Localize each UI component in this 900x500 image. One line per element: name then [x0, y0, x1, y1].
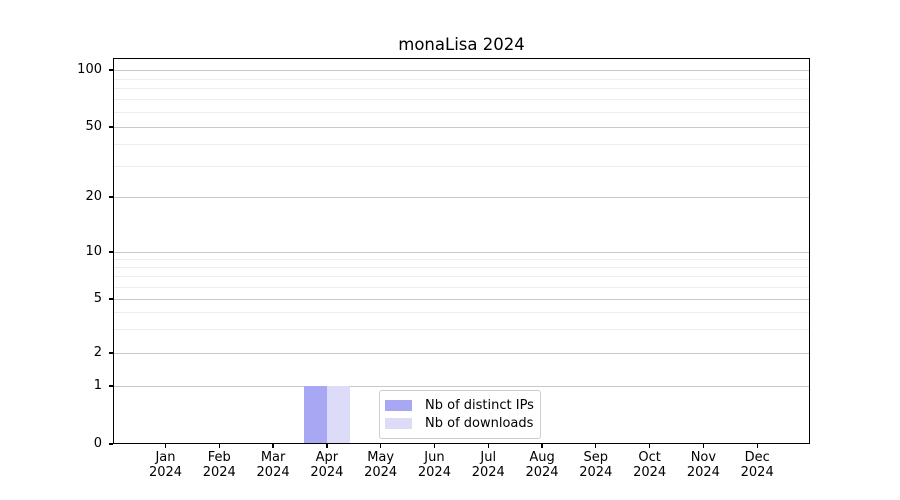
y-tick-mark — [109, 196, 113, 198]
x-tick-month: Mar — [260, 450, 286, 465]
x-tick-month: Aug — [529, 450, 555, 465]
legend-label: Nb of downloads — [425, 416, 534, 432]
x-tick-month: Apr — [315, 450, 339, 465]
x-tick-label: Jul 2024 — [456, 450, 520, 480]
major-gridline — [113, 127, 810, 128]
major-gridline — [113, 197, 810, 198]
x-tick-month: May — [367, 450, 395, 465]
minor-gridline — [113, 329, 810, 330]
y-tick-mark — [109, 298, 113, 300]
x-tick-label: Oct 2024 — [618, 450, 682, 480]
x-tick-month: Jul — [480, 450, 497, 465]
major-gridline — [113, 299, 810, 300]
y-tick-mark — [109, 126, 113, 128]
y-tick-label: 50 — [85, 119, 102, 134]
x-tick-month: Oct — [638, 450, 661, 465]
x-tick-month: Feb — [207, 450, 231, 465]
x-tick-year: 2024 — [202, 465, 236, 480]
minor-gridline — [113, 88, 810, 90]
x-tick-year: 2024 — [740, 465, 774, 480]
minor-gridline — [113, 112, 810, 113]
x-tick-label: Nov 2024 — [671, 450, 735, 480]
major-gridline — [113, 70, 810, 71]
x-tick-year: 2024 — [417, 465, 451, 480]
x-tick-mark — [326, 444, 328, 448]
y-tick-label: 0 — [93, 436, 102, 451]
minor-gridline — [113, 78, 810, 80]
x-tick-label: Dec 2024 — [725, 450, 789, 480]
legend-swatch-distinct-ips-icon — [385, 399, 412, 411]
x-tick-label: Sep 2024 — [564, 450, 628, 480]
x-tick-label: Jan 2024 — [134, 450, 198, 480]
x-tick-year: 2024 — [525, 465, 559, 480]
major-gridline — [113, 252, 810, 253]
x-tick-month: Dec — [744, 450, 770, 465]
x-tick-label: Mar 2024 — [241, 450, 305, 480]
x-tick-mark — [541, 444, 543, 448]
x-tick-label: May 2024 — [349, 450, 413, 480]
x-tick-mark — [380, 444, 382, 448]
minor-gridline — [113, 144, 810, 145]
y-tick-mark — [109, 251, 113, 253]
legend-item-downloads: Nb of downloads — [385, 415, 534, 434]
legend-item-distinct-ips: Nb of distinct IPs — [385, 396, 534, 415]
x-tick-year: 2024 — [579, 465, 613, 480]
minor-gridline — [113, 276, 810, 278]
x-tick-mark — [218, 444, 220, 448]
major-gridline — [113, 386, 810, 387]
x-tick-label: Aug 2024 — [510, 450, 574, 480]
x-tick-year: 2024 — [364, 465, 398, 480]
legend: Nb of distinct IPs Nb of downloads — [379, 390, 541, 439]
minor-gridline — [113, 286, 810, 288]
x-tick-label: Apr 2024 — [295, 450, 359, 480]
minor-gridline — [113, 312, 810, 313]
x-tick-mark — [164, 444, 167, 448]
y-tick-mark — [109, 385, 113, 387]
minor-gridline — [113, 259, 810, 261]
y-tick-label: 20 — [85, 189, 102, 204]
x-tick-mark — [648, 444, 651, 448]
x-tick-mark — [487, 444, 489, 448]
legend-swatch-downloads-icon — [385, 418, 412, 430]
legend-label: Nb of distinct IPs — [425, 397, 534, 413]
x-tick-label: Feb 2024 — [187, 450, 251, 480]
bar-distinct-ips-apr — [303, 386, 327, 444]
y-tick-label: 10 — [85, 244, 102, 259]
x-tick-year: 2024 — [633, 465, 667, 480]
minor-gridline — [113, 166, 810, 167]
y-tick-label: 2 — [93, 345, 102, 360]
x-tick-month: Nov — [690, 450, 717, 465]
x-tick-year: 2024 — [686, 465, 720, 480]
x-tick-year: 2024 — [256, 465, 290, 480]
x-tick-month: Sep — [583, 450, 609, 465]
y-tick-label: 100 — [77, 62, 102, 77]
x-tick-year: 2024 — [310, 465, 344, 480]
major-gridline — [113, 353, 810, 354]
plot-area: Nb of distinct IPs Nb of downloads — [113, 58, 810, 444]
x-tick-mark — [272, 444, 274, 448]
y-tick-mark — [109, 69, 113, 71]
axes-frame — [113, 58, 810, 444]
x-tick-mark — [433, 444, 436, 448]
chart-title: monaLisa 2024 — [398, 35, 525, 54]
y-tick-mark — [109, 443, 113, 445]
x-tick-label: Jun 2024 — [402, 450, 466, 480]
x-tick-year: 2024 — [471, 465, 505, 480]
x-tick-mark — [702, 444, 705, 448]
y-tick-label: 5 — [93, 291, 102, 306]
x-tick-month: Jun — [424, 450, 445, 465]
x-tick-mark — [595, 444, 597, 448]
y-tick-label: 1 — [93, 378, 102, 393]
minor-gridline — [113, 267, 810, 269]
x-tick-mark — [756, 444, 758, 448]
minor-gridline — [113, 99, 810, 101]
y-tick-mark — [109, 352, 113, 354]
x-tick-year: 2024 — [148, 465, 183, 480]
x-tick-month: Jan — [155, 450, 176, 465]
bar-downloads-apr — [326, 386, 350, 444]
